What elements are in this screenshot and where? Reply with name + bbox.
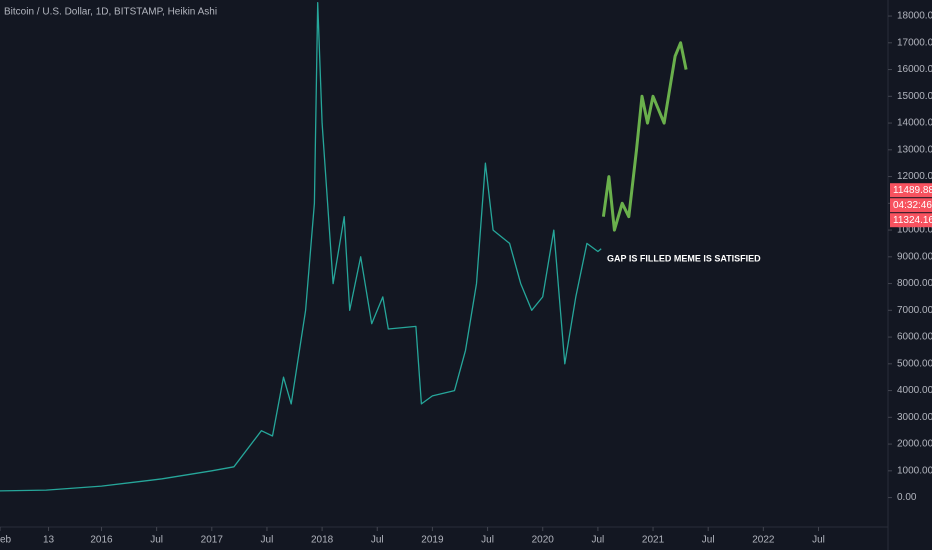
x-tick-label: Jul (481, 535, 494, 546)
x-tick-label: 2019 (421, 535, 444, 546)
x-tick-label: Jul (812, 535, 825, 546)
x-tick-label: Jul (150, 535, 163, 546)
y-tick-label: 6000.00 (897, 332, 932, 343)
annotation: GAP IS FILLED MEME IS SATISFIED (607, 253, 761, 263)
price-tag (890, 213, 932, 228)
y-tick-label: 0.00 (897, 492, 917, 503)
y-tick-label: 3000.00 (897, 412, 932, 423)
price-tag-label: 11489.88 (893, 185, 932, 196)
x-tick-label: Jul (261, 535, 274, 546)
y-tick-label: 18000.00 (897, 11, 932, 22)
x-tick-label: 2018 (311, 535, 334, 546)
y-tick-label: 1000.00 (897, 465, 932, 476)
y-tick-label: 14000.00 (897, 118, 932, 129)
price-line (0, 2, 602, 492)
y-tick-label: 13000.00 (897, 144, 932, 155)
x-tick-label: Jul (371, 535, 384, 546)
x-tick-label: 2022 (752, 535, 775, 546)
x-tick-label: Jul (702, 535, 715, 546)
y-tick-label: 9000.00 (897, 251, 932, 262)
price-tag (890, 198, 932, 213)
y-tick-label: 7000.00 (897, 305, 932, 316)
x-tick-label: 2017 (201, 535, 224, 546)
price-tag (890, 183, 932, 198)
y-tick-label: 4000.00 (897, 385, 932, 396)
y-tick-label: 17000.00 (897, 37, 932, 48)
y-tick-label: 5000.00 (897, 358, 932, 369)
y-tick-label: 10000.00 (897, 225, 932, 236)
x-tick-label: Jul (591, 535, 604, 546)
x-tick-label: 2020 (532, 535, 555, 546)
x-tick-label: 13 (43, 535, 55, 546)
price-line (601, 41, 688, 232)
chart-title: Bitcoin / U.S. Dollar, 1D, BITSTAMP, Hei… (4, 7, 217, 18)
y-tick-label: 15000.00 (897, 91, 932, 102)
x-tick-label: 2021 (642, 535, 665, 546)
x-tick-label: 2016 (90, 535, 113, 546)
y-tick-label: 12000.00 (897, 171, 932, 182)
price-tag-label: 11324.16 (893, 215, 932, 226)
x-tick-label: eb (0, 535, 12, 546)
price-tag-label: 04:32:46 (893, 200, 932, 211)
y-tick-label: 8000.00 (897, 278, 932, 289)
y-tick-label: 16000.00 (897, 64, 932, 75)
y-tick-label: 2000.00 (897, 439, 932, 450)
